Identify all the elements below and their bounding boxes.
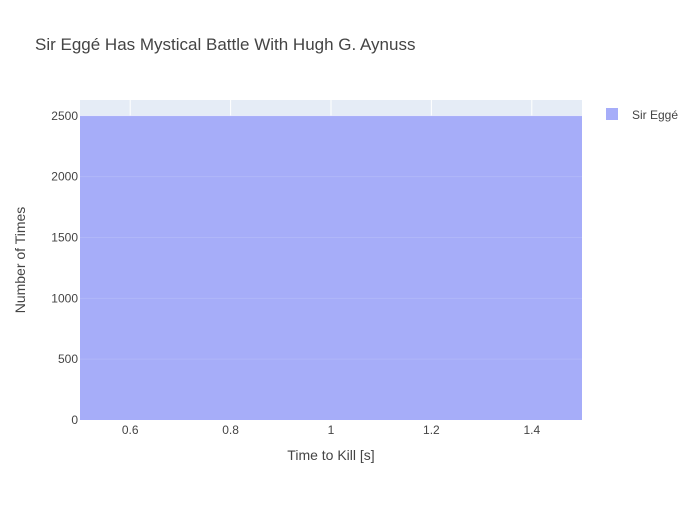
y-tick-label: 2500 [51,109,78,123]
x-tick-label: 1.2 [423,423,440,437]
histogram-bar[interactable] [80,115,582,420]
x-axis-title: Time to Kill [s] [287,447,374,463]
x-tick-label: 0.8 [222,423,239,437]
y-tick-label: 500 [58,352,78,366]
x-tick-label: 1.4 [523,423,540,437]
legend-swatch[interactable] [606,108,618,120]
y-tick-label: 2000 [51,170,78,184]
x-axis-ticks: 0.6 0.8 1 1.2 1.4 [122,423,541,437]
x-tick-label: 0.6 [122,423,139,437]
legend[interactable]: Sir Eggé [606,108,678,122]
y-axis-title: Number of Times [12,207,28,314]
y-tick-label: 0 [71,413,78,427]
legend-label[interactable]: Sir Eggé [632,108,678,122]
chart-title: Sir Eggé Has Mystical Battle With Hugh G… [35,35,415,54]
y-tick-label: 1000 [51,291,78,305]
bars [80,115,582,420]
y-axis-ticks: 0 500 1000 1500 2000 2500 [51,109,78,427]
x-tick-label: 1 [328,423,335,437]
y-tick-label: 1500 [51,230,78,244]
